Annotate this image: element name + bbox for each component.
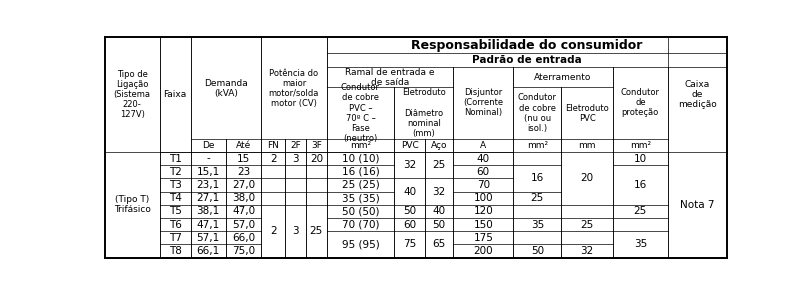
Text: 57,1: 57,1: [196, 233, 220, 243]
Text: 50 (50): 50 (50): [341, 206, 380, 216]
Text: T1: T1: [169, 154, 182, 164]
Text: 40: 40: [403, 187, 416, 197]
Text: Disjuntor
(Corrente
Nominal): Disjuntor (Corrente Nominal): [463, 88, 504, 117]
Text: Condutor
de
proteção: Condutor de proteção: [621, 88, 660, 117]
Text: Aterramento: Aterramento: [534, 73, 592, 81]
Text: 75: 75: [403, 239, 416, 249]
Text: T5: T5: [169, 206, 182, 216]
Text: -: -: [206, 154, 210, 164]
Text: 2F: 2F: [290, 141, 301, 150]
Text: 70 (70): 70 (70): [341, 220, 380, 230]
Text: Demanda
(kVA): Demanda (kVA): [204, 79, 247, 98]
Text: Padrão de entrada: Padrão de entrada: [472, 55, 581, 65]
Text: 35 (35): 35 (35): [341, 193, 380, 203]
Text: 60: 60: [403, 220, 416, 230]
Text: T3: T3: [169, 180, 182, 190]
Text: mm²: mm²: [527, 141, 548, 150]
Text: Caixa
de
medição: Caixa de medição: [678, 80, 717, 109]
Text: 3: 3: [293, 226, 299, 236]
Text: Aço: Aço: [431, 141, 448, 150]
Text: 100: 100: [474, 193, 493, 203]
Text: 38,0: 38,0: [232, 193, 255, 203]
Text: 150: 150: [474, 220, 493, 230]
Text: 25: 25: [432, 160, 446, 170]
Text: 25: 25: [581, 220, 594, 230]
Text: Até: Até: [236, 141, 251, 150]
Text: 10 (10): 10 (10): [341, 154, 380, 164]
Text: PVC: PVC: [401, 141, 418, 150]
Text: 66,0: 66,0: [232, 233, 255, 243]
Text: T6: T6: [169, 220, 182, 230]
Text: 50: 50: [432, 220, 446, 230]
Text: Faixa: Faixa: [164, 90, 187, 99]
Text: 15,1: 15,1: [196, 167, 220, 177]
Text: mm²: mm²: [350, 141, 371, 150]
Text: 2: 2: [270, 226, 277, 236]
Text: 47,1: 47,1: [196, 220, 220, 230]
Text: 66,1: 66,1: [196, 246, 220, 256]
Text: 40: 40: [432, 206, 446, 216]
Text: 25: 25: [310, 226, 323, 236]
Text: 75,0: 75,0: [232, 246, 255, 256]
Text: Responsabilidade do consumidor: Responsabilidade do consumidor: [411, 39, 642, 52]
Text: Condutor
de cobre
PVC –
70º C –
Fase
(neutro): Condutor de cobre PVC – 70º C – Fase (ne…: [341, 84, 380, 143]
Text: Tipo de
Ligação
(Sistema
220-
127V): Tipo de Ligação (Sistema 220- 127V): [114, 70, 151, 119]
Text: 25: 25: [530, 193, 544, 203]
Text: Eletroduto
PVC: Eletroduto PVC: [565, 104, 609, 123]
Text: mm: mm: [578, 141, 596, 150]
Text: 20: 20: [581, 173, 594, 183]
Text: 20: 20: [310, 154, 323, 164]
Text: Ramal de entrada e
de saída: Ramal de entrada e de saída: [345, 67, 435, 87]
Text: 38,1: 38,1: [196, 206, 220, 216]
Text: Potência do
maior
motor/solda
motor (CV): Potência do maior motor/solda motor (CV): [268, 69, 319, 108]
Text: Condutor
de cobre
(nu ou
isol.): Condutor de cobre (nu ou isol.): [518, 93, 557, 133]
Text: 25 (25): 25 (25): [341, 180, 380, 190]
Text: 175: 175: [474, 233, 493, 243]
Text: 50: 50: [531, 246, 544, 256]
Text: 23,1: 23,1: [196, 180, 220, 190]
Text: 40: 40: [477, 154, 490, 164]
Text: 25: 25: [633, 206, 647, 216]
Text: 200: 200: [474, 246, 493, 256]
Text: 120: 120: [474, 206, 493, 216]
Text: 3: 3: [293, 154, 299, 164]
Text: FN: FN: [268, 141, 279, 150]
Text: 35: 35: [530, 220, 544, 230]
Text: 10: 10: [633, 154, 647, 164]
Text: 16 (16): 16 (16): [341, 167, 380, 177]
Text: 15: 15: [237, 154, 250, 164]
Text: 50: 50: [403, 206, 416, 216]
Text: 23: 23: [237, 167, 250, 177]
Text: 70: 70: [477, 180, 490, 190]
Text: 27,0: 27,0: [232, 180, 255, 190]
Text: 57,0: 57,0: [232, 220, 255, 230]
Text: 95 (95): 95 (95): [341, 239, 380, 249]
Text: mm²: mm²: [630, 141, 651, 150]
Text: 32: 32: [403, 160, 416, 170]
Text: T7: T7: [169, 233, 182, 243]
Text: Eletroduto

Diâmetro
nominal
(mm): Eletroduto Diâmetro nominal (mm): [402, 88, 445, 138]
Text: Nota 7: Nota 7: [680, 200, 714, 210]
Text: T8: T8: [169, 246, 182, 256]
Text: De: De: [202, 141, 214, 150]
Text: (Tipo T)
Trifásico: (Tipo T) Trifásico: [114, 195, 151, 214]
Text: T4: T4: [169, 193, 182, 203]
Text: 16: 16: [633, 180, 647, 190]
Text: 16: 16: [530, 173, 544, 183]
Text: 27,1: 27,1: [196, 193, 220, 203]
Text: 60: 60: [477, 167, 490, 177]
Text: A: A: [480, 141, 487, 150]
Text: 65: 65: [432, 239, 446, 249]
Text: T2: T2: [169, 167, 182, 177]
Text: 47,0: 47,0: [232, 206, 255, 216]
Text: 32: 32: [581, 246, 594, 256]
Text: 32: 32: [432, 187, 446, 197]
Text: 3F: 3F: [311, 141, 322, 150]
Text: 2: 2: [270, 154, 277, 164]
Text: 35: 35: [633, 239, 647, 249]
